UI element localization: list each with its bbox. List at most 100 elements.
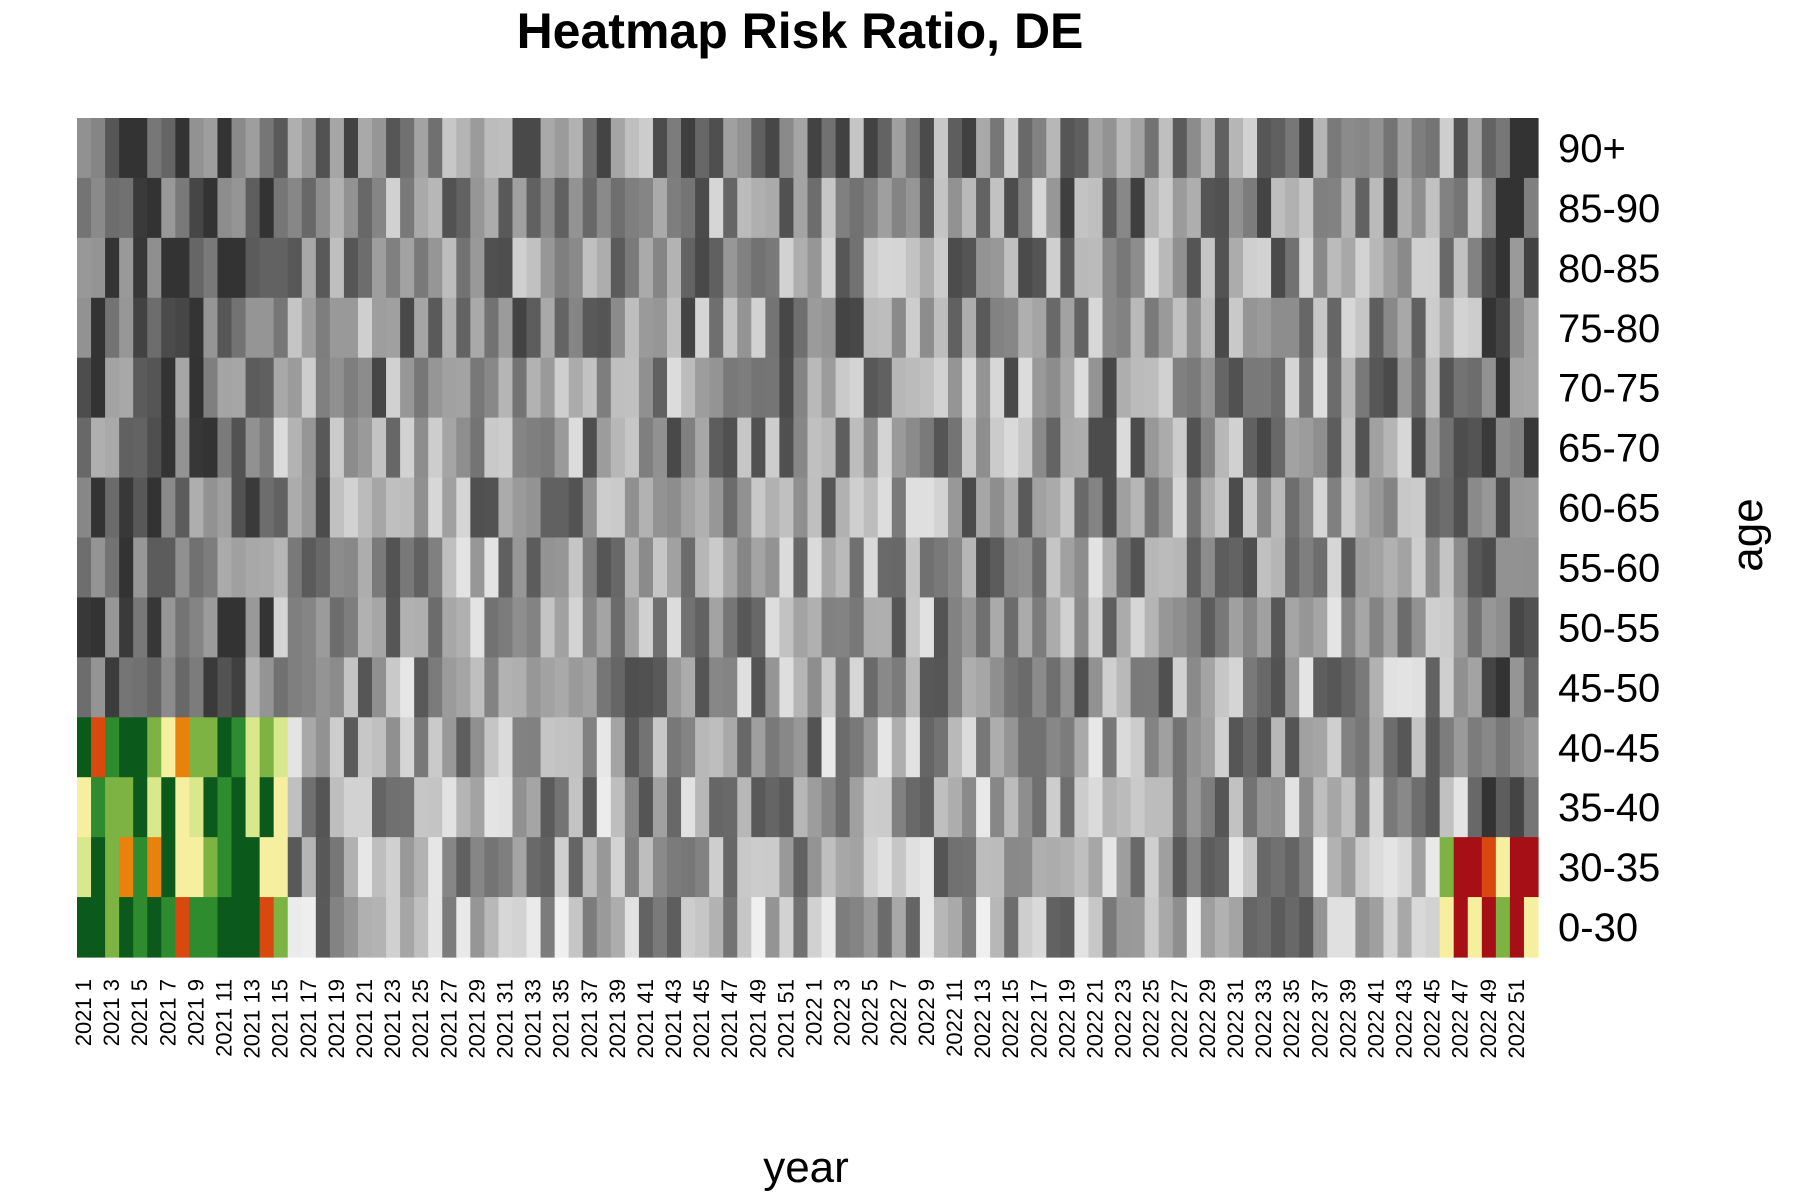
row-label: 80-85 [1558, 247, 1660, 291]
heatmap-cell [709, 897, 724, 958]
heatmap-cell [1313, 777, 1328, 838]
heatmap-cell [1116, 118, 1132, 179]
heatmap-cell [568, 777, 584, 838]
heatmap-cell [1411, 237, 1427, 299]
heatmap-cell [526, 777, 542, 838]
heatmap-cell [1102, 297, 1118, 359]
heatmap-cell [1074, 597, 1090, 658]
heatmap-cell [161, 777, 176, 838]
heatmap-cell [1509, 597, 1525, 658]
heatmap-cell [133, 417, 148, 479]
heatmap-cell [807, 237, 823, 299]
heatmap-cell [1327, 237, 1342, 299]
heatmap-cell [807, 417, 823, 479]
heatmap-cell [947, 357, 963, 419]
heatmap-cell [1327, 657, 1342, 718]
heatmap-cell [1060, 237, 1076, 299]
heatmap-cell [947, 897, 963, 958]
heatmap-cell [568, 597, 584, 658]
heatmap-cell [329, 477, 345, 539]
heatmap-cell [821, 417, 837, 479]
heatmap-cell [540, 477, 556, 539]
heatmap-cell [695, 837, 710, 898]
heatmap-cell [1116, 657, 1132, 718]
heatmap-cell [737, 837, 752, 898]
heatmap-cell [835, 897, 851, 958]
row-label: 0-30 [1558, 906, 1638, 950]
heatmap-cell [1313, 717, 1328, 778]
column-tick-label: 2021 5 [127, 979, 152, 1046]
heatmap-cell [1116, 897, 1132, 958]
heatmap-cell [723, 657, 738, 718]
heatmap-cell [1186, 837, 1202, 898]
heatmap-cell [329, 597, 345, 658]
heatmap-cell [1481, 477, 1497, 539]
heatmap-cell [189, 177, 205, 239]
heatmap-cell [329, 657, 345, 718]
column-tick-label: 2022 25 [1139, 979, 1164, 1059]
heatmap-cell [667, 477, 682, 539]
heatmap-cell [793, 118, 809, 179]
heatmap-cell [793, 237, 809, 299]
heatmap-cell [821, 537, 837, 599]
row-label: 65-70 [1558, 427, 1660, 471]
heatmap-cell [498, 417, 514, 479]
heatmap-cell [1228, 897, 1244, 958]
heatmap-cell [933, 177, 949, 239]
heatmap-cell [1425, 118, 1441, 179]
heatmap-cell [1018, 537, 1033, 599]
heatmap-cell [119, 657, 134, 718]
heatmap-cell [1341, 777, 1356, 838]
heatmap-cell [1088, 118, 1104, 179]
heatmap-cell [1355, 118, 1371, 179]
heatmap-cell [1158, 237, 1174, 299]
heatmap-cell [512, 837, 528, 898]
heatmap-cell [835, 237, 851, 299]
heatmap-cell [357, 657, 373, 718]
heatmap-cell [962, 177, 977, 239]
heatmap-cell [1228, 597, 1244, 658]
heatmap-cell [990, 837, 1005, 898]
column-tick-label: 2022 47 [1448, 979, 1473, 1059]
heatmap-cell [105, 118, 120, 179]
heatmap-cell [582, 417, 598, 479]
heatmap-cell [147, 118, 162, 179]
heatmap-cell [175, 837, 190, 898]
heatmap-cell [681, 657, 696, 718]
heatmap-cell [1018, 118, 1033, 179]
heatmap-cell [1439, 657, 1455, 718]
heatmap-cell [1186, 297, 1202, 359]
heatmap-cell [1088, 717, 1104, 778]
heatmap-cell [1018, 777, 1033, 838]
heatmap-cell [217, 537, 233, 599]
heatmap-cell [1271, 657, 1286, 718]
heatmap-cell [1481, 118, 1497, 179]
heatmap-cell [1102, 657, 1118, 718]
heatmap-cell [540, 837, 556, 898]
heatmap-cell [1425, 897, 1441, 958]
heatmap-cell [1341, 177, 1356, 239]
heatmap-cell [372, 897, 387, 958]
column-tick-label: 2022 41 [1363, 979, 1388, 1059]
column-tick-label: 2021 9 [183, 979, 208, 1046]
heatmap-cell [751, 118, 766, 179]
heatmap-cell [891, 477, 907, 539]
heatmap-cell [259, 297, 275, 359]
heatmap-cell [779, 118, 795, 179]
heatmap-cell [596, 417, 612, 479]
heatmap-cell [203, 417, 219, 479]
heatmap-cell [1397, 357, 1413, 419]
heatmap-cell [386, 537, 401, 599]
heatmap-cell [863, 237, 879, 299]
heatmap-cell [1481, 297, 1497, 359]
heatmap-cell [1355, 177, 1371, 239]
heatmap-cell [1018, 357, 1033, 419]
heatmap-cell [357, 777, 373, 838]
heatmap-cell [835, 597, 851, 658]
heatmap-cell [1467, 537, 1483, 599]
heatmap-cell [554, 897, 570, 958]
heatmap-cell [400, 177, 415, 239]
heatmap-cell [442, 657, 457, 718]
heatmap-cell [751, 777, 766, 838]
heatmap-cell [933, 537, 949, 599]
